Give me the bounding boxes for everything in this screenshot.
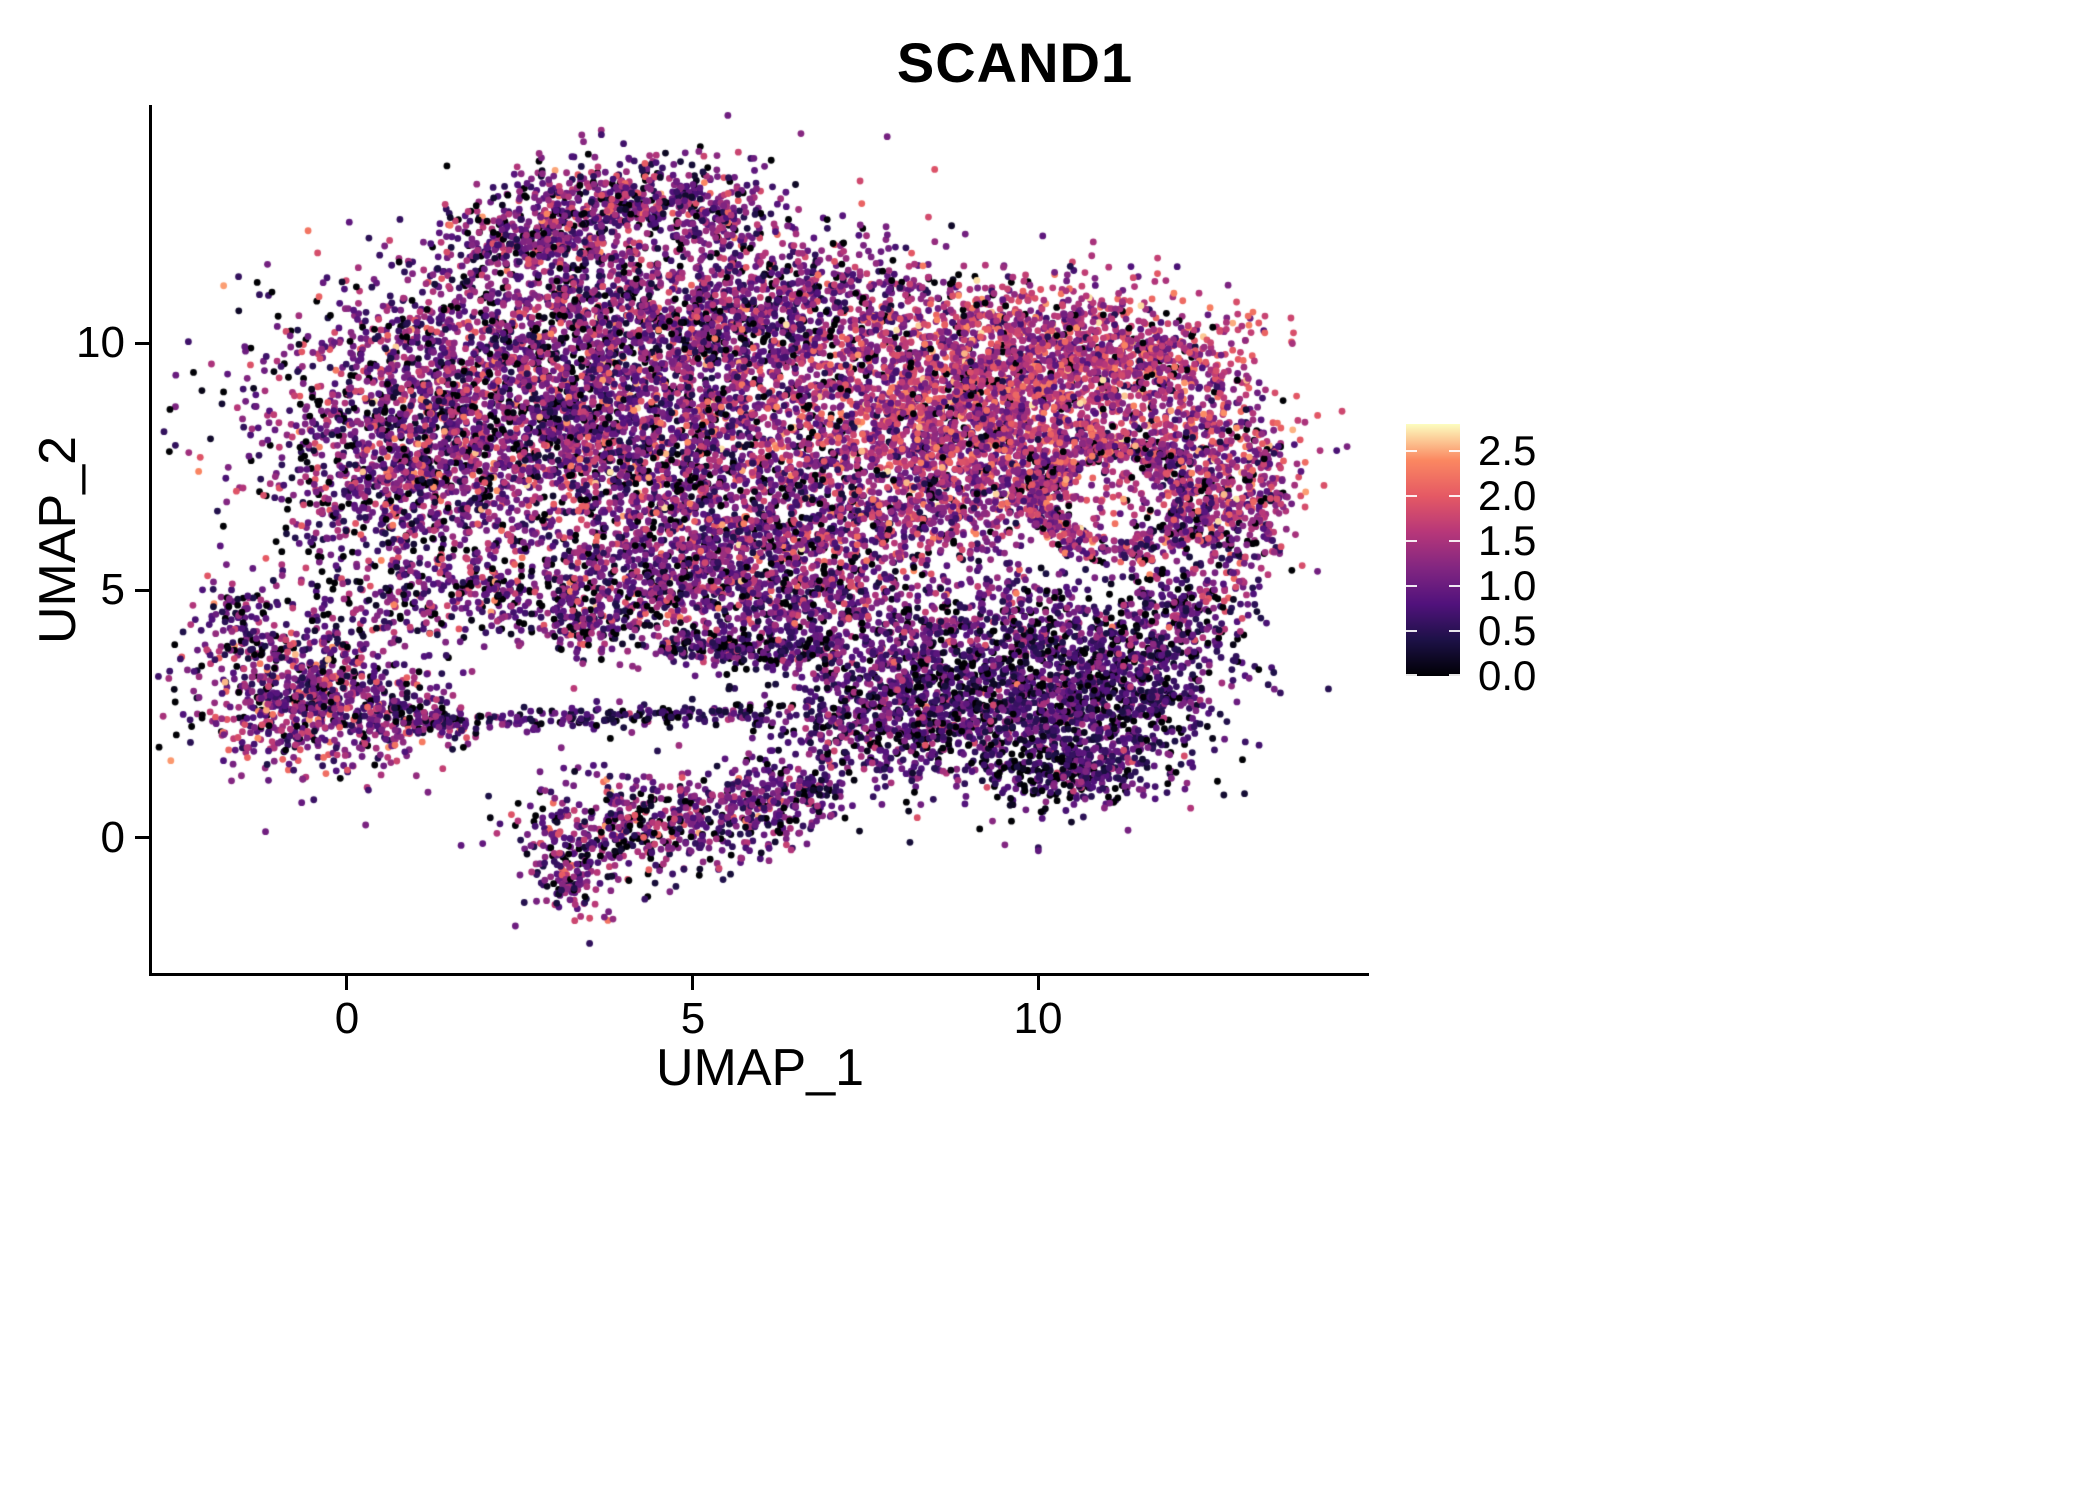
colorbar-tick-label: 0.0 [1478,652,1537,699]
y-tick-label: 10 [76,318,125,367]
y-tick-mark [135,836,149,839]
colorbar-tick [1449,540,1460,542]
colorbar-tick [1406,450,1417,452]
colorbar-tick [1449,630,1460,632]
colorbar-legend: 2.5 2.0 1.5 1.0 0.5 0.0 [1406,424,1646,699]
colorbar-tick [1406,540,1417,542]
colorbar-tick [1449,585,1460,587]
y-axis-title: UMAP_2 [29,435,87,645]
y-tick-label: 5 [100,565,125,614]
y-tick-mark [135,342,149,345]
colorbar-tick-label: 0.5 [1478,607,1537,654]
y-tick-mark [135,589,149,592]
colorbar-tick [1406,585,1417,587]
x-tick-label: 10 [1013,994,1063,1043]
x-tick-label: 0 [334,994,360,1043]
x-tick-label: 5 [680,994,706,1043]
colorbar-tick-label: 1.0 [1478,562,1537,609]
y-axis-line [149,105,152,976]
colorbar-tick [1449,450,1460,452]
colorbar-tick [1406,495,1417,497]
x-tick-mark [1037,976,1040,990]
colorbar-tick-label: 1.5 [1478,517,1537,564]
colorbar-tick-label: 2.5 [1478,427,1537,474]
plot-title: SCAND1 [896,31,1134,94]
colorbar-tick-label: 2.0 [1478,472,1537,519]
colorbar-tick [1449,495,1460,497]
colorbar-tick [1406,674,1417,676]
x-tick-mark [345,976,348,990]
colorbar-tick [1406,630,1417,632]
colorbar-tick [1449,674,1460,676]
x-axis-line [149,973,1369,976]
x-tick-mark [691,976,694,990]
x-axis-title: UMAP_1 [655,1039,865,1097]
colorbar [1406,424,1460,676]
y-tick-label: 0 [100,813,125,862]
